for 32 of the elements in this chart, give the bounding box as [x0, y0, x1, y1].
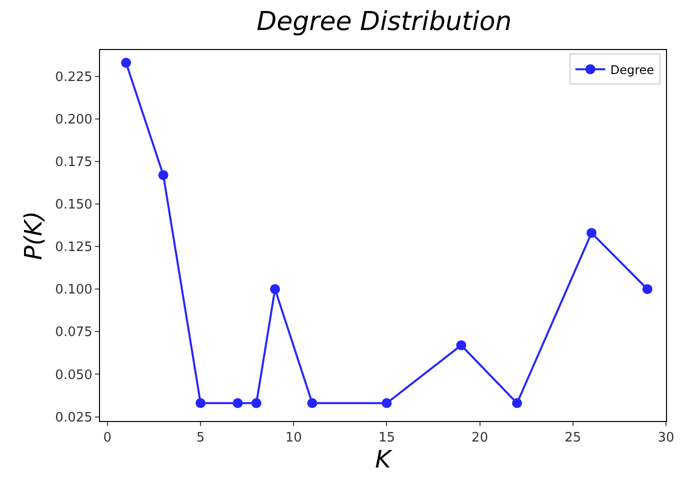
point: [642, 284, 652, 294]
y-tick-label: 0.025: [55, 410, 92, 426]
y-tick-label: 0.050: [55, 368, 92, 383]
point: [456, 340, 466, 350]
x-tick-label: 25: [564, 430, 582, 446]
x-axis-title: K: [375, 446, 394, 474]
chart-title: Degree Distribution: [256, 7, 512, 38]
y-tick-label: 0.225: [55, 70, 92, 85]
x-tick-label: 5: [196, 430, 205, 446]
point: [270, 284, 280, 294]
point: [121, 58, 132, 68]
point: [196, 398, 206, 408]
x-tick-label: 10: [285, 430, 302, 446]
legend-label: Degree: [610, 62, 654, 77]
y-tick-label: 0.200: [55, 112, 92, 128]
x-tick-label: 20: [472, 430, 488, 446]
y-tick-label: 0.125: [55, 240, 92, 256]
point: [586, 228, 597, 238]
x-tick-label: 0: [103, 430, 112, 446]
point: [512, 398, 522, 408]
y-axis-title: P(K): [19, 211, 48, 260]
point: [251, 398, 262, 408]
y-tick-label: 0.175: [55, 155, 92, 170]
point: [158, 170, 168, 180]
x-tick-label: 30: [658, 430, 674, 446]
y-tick-label: 0.150: [55, 198, 92, 213]
point: [382, 398, 392, 408]
y-tick-label: 0.100: [55, 282, 92, 298]
y-tick-label: 0.075: [55, 325, 92, 340]
point: [232, 398, 243, 408]
x-tick-label: 15: [378, 430, 395, 446]
point: [307, 398, 318, 408]
